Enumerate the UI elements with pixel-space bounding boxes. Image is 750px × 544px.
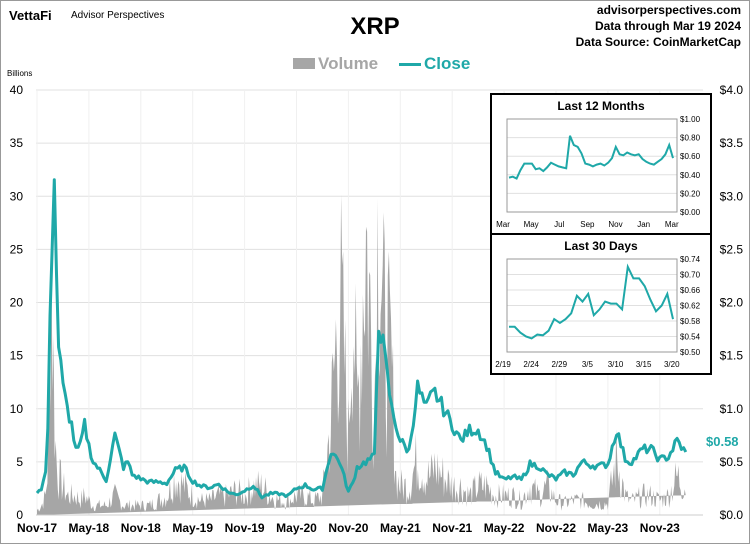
x-tick-label: May-23	[588, 521, 629, 535]
inset-x-tick: Jan	[637, 220, 650, 229]
x-tick-label: Nov-20	[328, 521, 368, 535]
inset-y-tick: $1.00	[680, 115, 701, 124]
inset-12-title: Last 12 Months	[557, 99, 645, 113]
x-tick-label: May-22	[484, 521, 525, 535]
inset-12-chart: $0.00 $0.20 $0.40 $0.60 $0.80 $1.00 Mar May Jul S…	[496, 115, 701, 229]
inset-30-days: Last 30 Days $0.50 $0.54 $0.58 $0.62 $0.66 $0…	[492, 235, 710, 373]
close-line	[35, 178, 688, 500]
chart-title: XRP	[350, 13, 400, 40]
inset-y-tick: $0.66	[680, 286, 701, 295]
x-tick-label: Nov-19	[225, 521, 265, 535]
inset-x-tick: Nov	[608, 220, 622, 229]
inset-30-title: Last 30 Days	[564, 239, 638, 253]
inset-y-tick: $0.20	[680, 189, 701, 198]
inset-y-tick: $0.40	[680, 171, 701, 180]
inset-plot-border	[506, 118, 678, 213]
legend-close: Close	[399, 54, 470, 74]
y-tick-label: 20	[10, 296, 24, 310]
x-tick-label: May-19	[172, 521, 213, 535]
y-axis-label: Billions	[7, 69, 33, 78]
x-tick-label: Nov-23	[640, 521, 680, 535]
data-through: Data through Mar 19 2024	[594, 19, 741, 33]
inset-x-tick: 3/10	[608, 360, 624, 369]
y-tick-label: 40	[10, 83, 24, 97]
inset-y-tick: $0.00	[680, 208, 701, 217]
inset-x-tick: Mar	[496, 220, 510, 229]
inset-y-tick: $0.62	[680, 302, 701, 311]
y-tick-label: 0	[16, 508, 23, 522]
inset-x-tick: Jul	[554, 220, 564, 229]
inset-y-tick: $0.58	[680, 317, 701, 326]
inset-x-tick: 2/24	[523, 360, 539, 369]
legend-volume-label: Volume	[318, 54, 379, 73]
y2-tick-label: $1.0	[720, 402, 744, 416]
inset-x-tick: 3/5	[582, 360, 594, 369]
inset-close-line	[508, 135, 674, 180]
y2-tick-label: $0.5	[720, 455, 744, 469]
inset-plot-border	[506, 258, 678, 353]
y-tick-label: 35	[10, 136, 24, 150]
y-tick-label: 30	[10, 189, 24, 203]
y-tick-label: 15	[10, 349, 24, 363]
x-tick-label: Nov-21	[432, 521, 472, 535]
inset-x-tick: 3/20	[664, 360, 680, 369]
inset-y-tick: $0.54	[680, 333, 701, 342]
y2-tick-label: $3.0	[720, 189, 744, 203]
inset-y-tick: $0.74	[680, 255, 701, 264]
inset-12-months: Last 12 Months $0.00 $0.20 $0.40 $0.60 $0.80…	[492, 95, 710, 235]
last-value-label: $0.58	[706, 434, 739, 449]
header-info: advisorperspectives.com Data through Mar…	[576, 2, 741, 50]
site-url: advisorperspectives.com	[596, 3, 741, 17]
inset-y-tick: $0.70	[680, 271, 701, 280]
inset-y-tick: $0.80	[680, 134, 701, 143]
x-tick-label: Nov-18	[121, 521, 161, 535]
x-tick-label: May-18	[69, 521, 110, 535]
y2-tick-label: $3.5	[720, 136, 744, 150]
legend-close-swatch	[399, 63, 421, 67]
y2-tick-label: $4.0	[720, 83, 744, 97]
y2-tick-label: $2.5	[720, 242, 744, 256]
y2-tick-label: $1.5	[720, 349, 744, 363]
x-tick-label: Nov-17	[17, 521, 57, 535]
y2-tick-label: $0.0	[720, 508, 744, 522]
y-tick-label: 5	[16, 455, 23, 469]
x-tick-label: May-20	[276, 521, 317, 535]
inset-x-tick: 2/19	[495, 360, 511, 369]
x-tick-label: May-21	[380, 521, 421, 535]
volume-area	[37, 194, 686, 515]
inset-panel: Last 12 Months $0.00 $0.20 $0.40 $0.60 $0.80…	[490, 93, 712, 375]
x-tick-label: Nov-22	[536, 521, 576, 535]
y-tick-label: 25	[10, 242, 24, 256]
legend-close-label: Close	[424, 54, 471, 73]
legend-volume: Volume	[293, 54, 378, 74]
inset-x-tick: Mar	[665, 220, 679, 229]
inset-x-tick: Sep	[580, 220, 595, 229]
inset-x-tick: May	[524, 220, 539, 229]
inset-30-chart: $0.50 $0.54 $0.58 $0.62 $0.66 $0.70 $0.74 2/19 2…	[495, 255, 701, 369]
legend-volume-swatch	[293, 58, 315, 69]
y2-tick-label: $2.0	[720, 296, 744, 310]
brand-subtitle: Advisor Perspectives	[71, 10, 165, 21]
inset-x-tick: 3/15	[636, 360, 652, 369]
y-tick-label: 10	[10, 402, 24, 416]
inset-close-line	[509, 263, 674, 340]
inset-x-tick: 2/29	[551, 360, 567, 369]
inset-y-tick: $0.60	[680, 152, 701, 161]
brand-logo: VettaFi	[9, 8, 52, 23]
inset-y-tick: $0.50	[680, 348, 701, 357]
data-source: Data Source: CoinMarketCap	[575, 35, 741, 49]
